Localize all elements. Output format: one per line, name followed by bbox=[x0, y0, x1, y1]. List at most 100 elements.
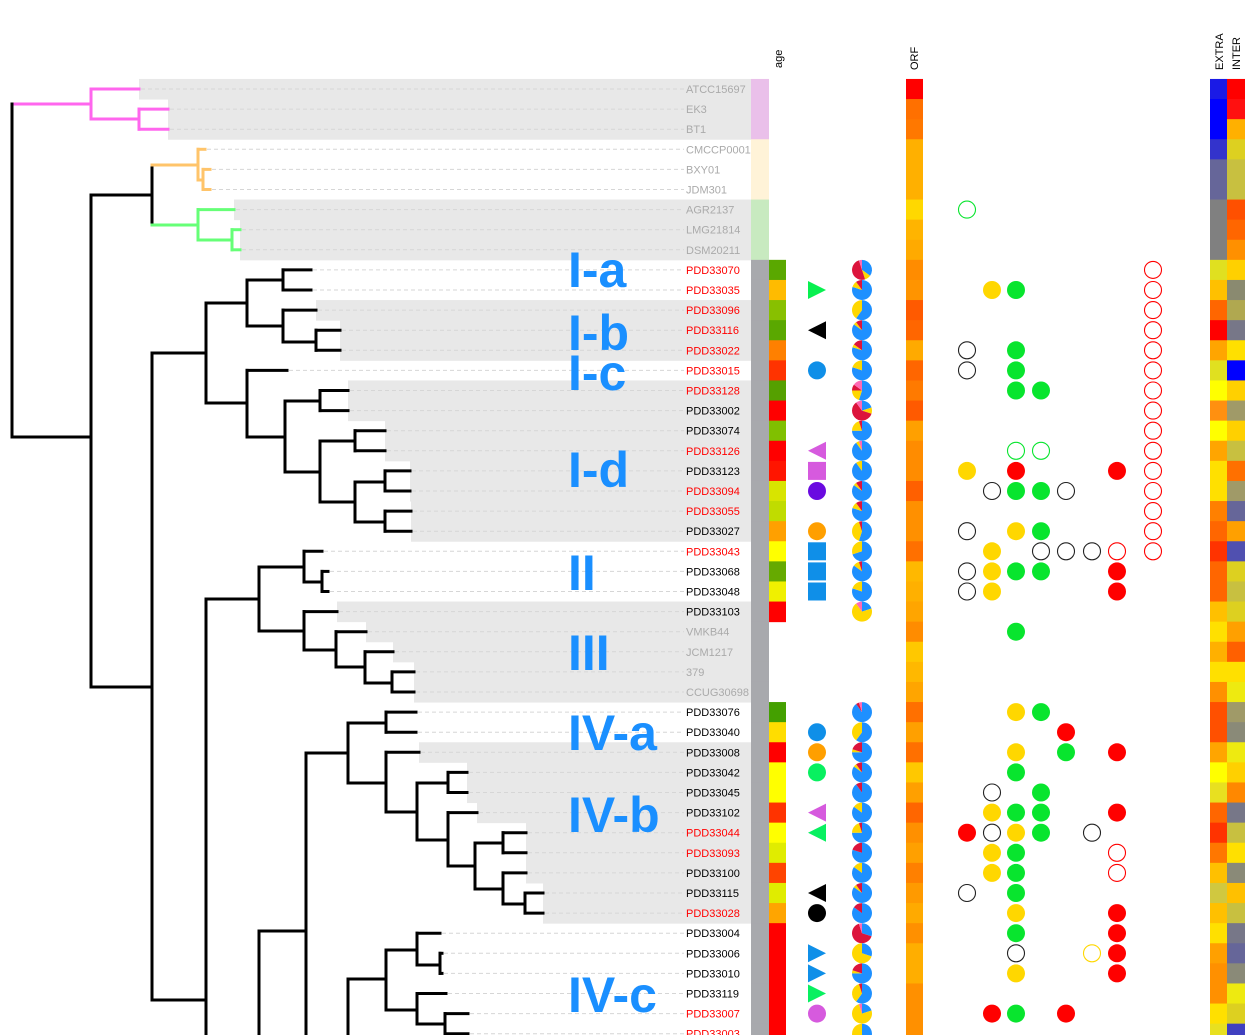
pie-slice bbox=[862, 400, 872, 411]
presence-dot bbox=[1007, 361, 1025, 380]
strain-label: LMG21814 bbox=[686, 225, 740, 237]
presence-dot-open bbox=[1082, 944, 1102, 963]
pie-slice bbox=[853, 903, 862, 914]
marker-circle bbox=[808, 723, 826, 742]
age-cell bbox=[769, 802, 786, 824]
marker-circle bbox=[808, 904, 826, 923]
inter-cell bbox=[1227, 903, 1245, 924]
shade-band bbox=[414, 681, 751, 703]
orf-cell bbox=[906, 661, 923, 683]
inter-cell bbox=[1227, 742, 1245, 763]
pie-slice bbox=[852, 521, 862, 541]
inter-cell bbox=[1227, 862, 1245, 884]
pie-slice bbox=[852, 983, 862, 1002]
presence-dot bbox=[1108, 803, 1126, 822]
inter-cell bbox=[1227, 621, 1245, 643]
age-cell bbox=[769, 259, 786, 281]
presence-dot-open bbox=[1107, 542, 1127, 561]
inter-cell bbox=[1227, 480, 1245, 502]
extra-cell bbox=[1210, 300, 1227, 321]
extra-cell bbox=[1210, 440, 1227, 462]
strain-label: PDD33043 bbox=[686, 546, 740, 558]
header-extra: EXTRA bbox=[1214, 33, 1226, 70]
pie-slice bbox=[856, 601, 862, 612]
age-cell bbox=[769, 460, 786, 482]
age-cell bbox=[769, 440, 786, 462]
extra-cell bbox=[1210, 400, 1227, 422]
age-cell bbox=[769, 581, 786, 603]
extra-cell bbox=[1210, 219, 1227, 241]
orf-cell bbox=[906, 139, 923, 160]
pie-slice bbox=[862, 601, 872, 612]
strain-label: PDD33022 bbox=[686, 345, 740, 357]
orf-cell bbox=[906, 903, 923, 924]
inter-cell bbox=[1227, 1003, 1245, 1025]
extra-cell bbox=[1210, 621, 1227, 643]
age-cell bbox=[769, 501, 786, 522]
orf-cell bbox=[906, 923, 923, 944]
pie-slice bbox=[853, 340, 862, 351]
presence-dot-open bbox=[982, 783, 1002, 802]
presence-dot bbox=[1007, 341, 1025, 360]
inter-cell bbox=[1227, 822, 1245, 844]
inter-cell bbox=[1227, 360, 1245, 381]
inter-cell bbox=[1227, 681, 1245, 703]
inter-cell bbox=[1227, 802, 1245, 824]
orf-cell bbox=[906, 501, 923, 522]
inter-cell bbox=[1227, 440, 1245, 462]
pie-slice bbox=[852, 823, 862, 833]
strain-label: CMCCP0001 bbox=[686, 144, 751, 156]
extra-cell bbox=[1210, 702, 1227, 723]
shade-band bbox=[234, 199, 751, 221]
group-cell bbox=[751, 159, 769, 180]
orf-cell bbox=[906, 983, 923, 1005]
presence-dot bbox=[1057, 743, 1075, 762]
inter-cell bbox=[1227, 943, 1245, 964]
pie-slice bbox=[852, 903, 873, 924]
inter-cell bbox=[1227, 521, 1245, 542]
presence-dot bbox=[1108, 461, 1126, 480]
inter-cell bbox=[1227, 300, 1245, 321]
pie-slice bbox=[852, 822, 873, 843]
orf-cell bbox=[906, 400, 923, 422]
strain-label: PDD33010 bbox=[686, 968, 740, 980]
inter-cell bbox=[1227, 722, 1245, 743]
presence-dot bbox=[983, 803, 1001, 822]
group-cell bbox=[751, 239, 769, 261]
presence-dot bbox=[1032, 381, 1050, 400]
group-cell bbox=[751, 119, 769, 140]
inter-cell bbox=[1227, 119, 1245, 140]
group-cell bbox=[751, 340, 769, 361]
presence-dot bbox=[983, 843, 1001, 862]
pie-slice bbox=[852, 503, 862, 512]
orf-cell bbox=[906, 681, 923, 703]
age-cell bbox=[769, 963, 786, 984]
orf-cell bbox=[906, 179, 923, 201]
orf-cell bbox=[906, 521, 923, 542]
pie-slice bbox=[852, 749, 862, 753]
group-cell bbox=[751, 360, 769, 381]
inter-cell bbox=[1227, 259, 1245, 281]
orf-cell bbox=[906, 159, 923, 180]
inter-cell bbox=[1227, 159, 1245, 180]
pie-slice bbox=[853, 862, 862, 873]
group-cell bbox=[751, 601, 769, 623]
strain-label: PDD33006 bbox=[686, 948, 740, 960]
age-cell bbox=[769, 903, 786, 924]
strain-label: CCUG30698 bbox=[686, 687, 749, 699]
pie-slice bbox=[852, 260, 866, 280]
group-cell bbox=[751, 300, 769, 321]
presence-dot-open bbox=[1143, 502, 1163, 521]
presence-dot-open bbox=[1031, 441, 1051, 460]
presence-dot bbox=[1007, 884, 1025, 902]
group-cell bbox=[751, 219, 769, 241]
pie-slice bbox=[856, 460, 862, 471]
group-cell bbox=[751, 199, 769, 221]
extra-cell bbox=[1210, 882, 1227, 904]
presence-dot bbox=[983, 1004, 1001, 1023]
extra-cell bbox=[1210, 681, 1227, 703]
inter-cell bbox=[1227, 460, 1245, 482]
presence-dot bbox=[1007, 381, 1025, 400]
pie-slice bbox=[862, 1023, 872, 1035]
strain-label: PDD33068 bbox=[686, 566, 740, 578]
